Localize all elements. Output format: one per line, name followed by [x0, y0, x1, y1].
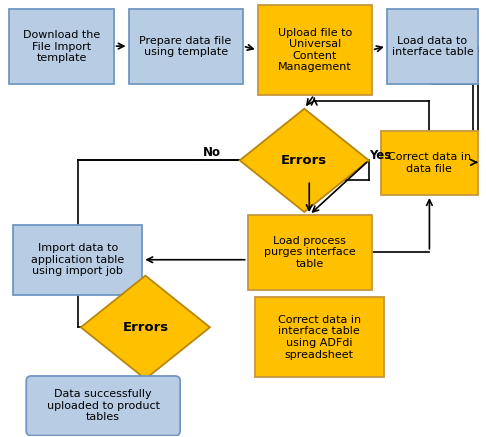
- FancyBboxPatch shape: [258, 5, 372, 95]
- Text: Load process
purges interface
table: Load process purges interface table: [264, 236, 356, 269]
- FancyBboxPatch shape: [13, 225, 142, 295]
- Text: No: No: [203, 146, 221, 159]
- FancyBboxPatch shape: [9, 9, 114, 84]
- Text: Load data to
interface table: Load data to interface table: [392, 36, 473, 57]
- Text: Upload file to
Universal
Content
Management: Upload file to Universal Content Managem…: [278, 28, 352, 73]
- FancyBboxPatch shape: [128, 9, 243, 84]
- Polygon shape: [81, 276, 210, 379]
- FancyBboxPatch shape: [387, 9, 478, 84]
- Text: Prepare data file
using template: Prepare data file using template: [139, 36, 232, 57]
- FancyBboxPatch shape: [255, 298, 384, 377]
- Text: Yes: Yes: [370, 149, 392, 162]
- Text: Correct data in
interface table
using ADFdi
spreadsheet: Correct data in interface table using AD…: [278, 315, 361, 360]
- Text: Errors: Errors: [122, 321, 169, 334]
- FancyBboxPatch shape: [248, 215, 372, 290]
- Text: Errors: Errors: [281, 154, 328, 167]
- FancyBboxPatch shape: [26, 376, 180, 436]
- Text: Data successfully
uploaded to product
tables: Data successfully uploaded to product ta…: [47, 389, 160, 423]
- Text: Correct data in
data file: Correct data in data file: [388, 152, 471, 173]
- Text: Download the
File Import
template: Download the File Import template: [23, 30, 100, 63]
- Polygon shape: [240, 109, 369, 212]
- Text: Import data to
application table
using import job: Import data to application table using i…: [31, 243, 124, 276]
- FancyBboxPatch shape: [381, 131, 478, 195]
